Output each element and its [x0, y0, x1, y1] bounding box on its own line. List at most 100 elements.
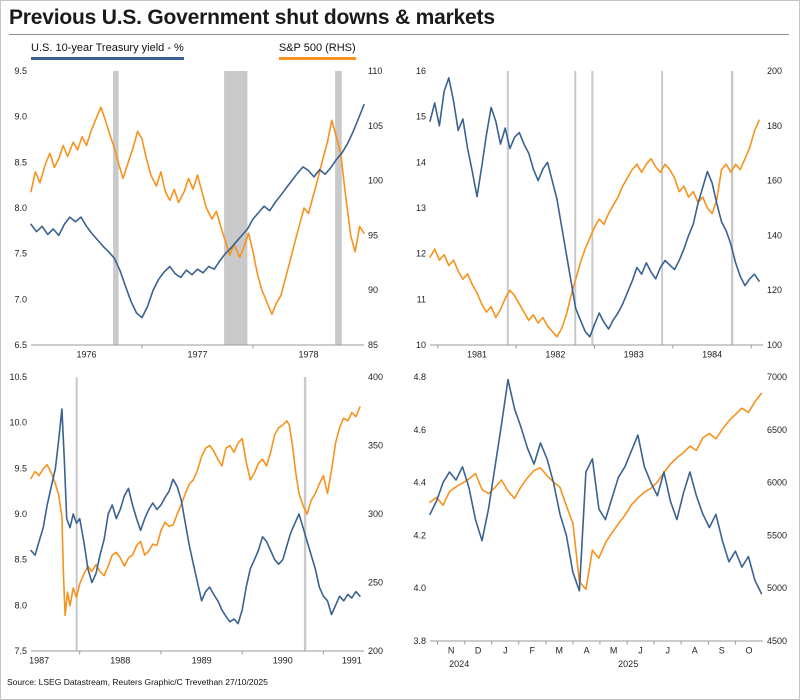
- shutdown-band: [574, 71, 577, 345]
- x-tick-label: 1981: [467, 350, 487, 360]
- left-tick-label: 4.8: [413, 372, 426, 382]
- right-tick-label: 140: [767, 230, 782, 240]
- sp500-line-swatch: [278, 57, 356, 60]
- x-tick-label: 1988: [110, 656, 130, 666]
- x-tick-label: J: [666, 646, 671, 656]
- right-tick-label: 6500: [767, 425, 787, 435]
- treasury-line-swatch: [31, 57, 184, 60]
- x-tick-label: J: [503, 646, 508, 656]
- shutdown-band: [224, 71, 248, 345]
- left-tick-label: 8.0: [14, 203, 27, 213]
- right-tick-label: 200: [368, 646, 383, 656]
- x-tick-label: D: [475, 646, 482, 656]
- left-tick-label: 9.5: [14, 463, 27, 473]
- x-tick-label: 1976: [76, 350, 96, 360]
- shutdown-band: [591, 71, 594, 345]
- chart-svg-1981-1984: 1981 1982 1983 1984 10 11 12 13 14 15 16 100 120 140 1…: [416, 66, 782, 360]
- left-tick-label: 4.6: [413, 425, 426, 435]
- legend-label-treasury: U.S. 10-year Treasury yield - %: [31, 42, 184, 54]
- right-tick-label: 350: [368, 441, 383, 451]
- shutdown-band: [113, 71, 119, 345]
- x-tick-label: 1978: [298, 350, 318, 360]
- shutdown-band: [730, 71, 734, 345]
- treasury-yield-line: [30, 103, 365, 319]
- shutdown-band: [661, 71, 664, 345]
- chart-svg-2024-2025: N D J F M A M J J A S O 2024 2025 3.8 4.0 4.2 4.4 4.6 4.8 45…: [413, 372, 787, 669]
- left-tick-label: 10.0: [9, 418, 27, 428]
- x-tick-label: A: [584, 646, 590, 656]
- right-tick-label: 100: [368, 176, 383, 186]
- shutdown-band: [335, 71, 342, 345]
- chart-grid: 1976 1977 1978 6.5 7.0 7.5 8.0 8.5 9.0 9.5 85 90 95 1…: [1, 62, 799, 674]
- right-tick-label: 90: [368, 285, 378, 295]
- right-tick-label: 120: [767, 285, 782, 295]
- header: Previous U.S. Government shut downs & ma…: [1, 1, 799, 35]
- right-tick-label: 180: [767, 121, 782, 131]
- x-tick-label: M: [556, 646, 564, 656]
- page-title: Previous U.S. Government shut downs & ma…: [9, 6, 495, 29]
- right-tick-label: 95: [368, 230, 378, 240]
- x-tick-label: 1977: [187, 350, 207, 360]
- left-tick-label: 9.5: [14, 66, 27, 76]
- x-tick-label: 1987: [29, 656, 49, 666]
- treasury-yield-line: [429, 378, 763, 595]
- sp500-line: [429, 392, 763, 591]
- legend: U.S. 10-year Treasury yield - % S&P 500 …: [1, 35, 799, 62]
- right-tick-label: 5500: [767, 530, 787, 540]
- right-tick-label: 7000: [767, 372, 787, 382]
- x-tick-label: O: [745, 646, 752, 656]
- legend-label-sp500: S&P 500 (RHS): [278, 42, 356, 54]
- x-tick-label: M: [610, 646, 618, 656]
- left-tick-label: 7.5: [14, 249, 27, 259]
- legend-item-sp500: S&P 500 (RHS): [278, 42, 356, 60]
- left-tick-label: 13: [416, 203, 426, 213]
- left-tick-label: 16: [416, 66, 426, 76]
- left-tick-label: 4.4: [413, 478, 426, 488]
- left-tick-label: 11: [417, 294, 426, 304]
- left-tick-label: 8.5: [14, 157, 27, 167]
- right-tick-label: 110: [368, 66, 382, 76]
- chart-panel-2024-2025: N D J F M A M J J A S O 2024 2025 3.8 4.0 4.2 4.4 4.6 4.8 45…: [400, 368, 799, 674]
- x-tick-label: 1990: [273, 656, 293, 666]
- x-year-label: 2025: [618, 659, 638, 669]
- title-divider: [9, 34, 789, 35]
- x-tick-label: 1991: [342, 656, 362, 666]
- left-tick-label: 10: [416, 340, 426, 350]
- left-tick-label: 4.0: [413, 583, 426, 593]
- x-tick-label: J: [638, 646, 643, 656]
- shutdown-band: [303, 377, 307, 651]
- left-tick-label: 6.5: [14, 340, 27, 350]
- left-tick-label: 14: [416, 157, 426, 167]
- sp500-line: [30, 106, 365, 316]
- x-tick-label: 1989: [192, 656, 212, 666]
- shutdown-band: [506, 71, 509, 345]
- right-tick-label: 100: [767, 340, 782, 350]
- right-tick-label: 5000: [767, 583, 787, 593]
- x-tick-label: 1983: [624, 350, 644, 360]
- x-tick-label: S: [719, 646, 725, 656]
- left-tick-label: 8.5: [14, 555, 27, 565]
- right-tick-label: 250: [368, 578, 383, 588]
- right-tick-label: 4500: [767, 636, 787, 646]
- left-tick-label: 9.0: [14, 509, 27, 519]
- chart-svg-1987-1991: 1987 1988 1989 1990 1991 7.5 8.0 8.5 9.0 9.5 10.0 1…: [9, 372, 383, 666]
- right-tick-label: 200: [767, 66, 782, 76]
- chart-panel-1981-1984: 1981 1982 1983 1984 10 11 12 13 14 15 16 100 120 140 1…: [400, 62, 799, 368]
- right-tick-label: 105: [368, 121, 383, 131]
- right-tick-label: 300: [368, 509, 383, 519]
- right-tick-label: 160: [767, 176, 782, 186]
- left-tick-label: 10.5: [9, 372, 27, 382]
- x-tick-label: 1982: [545, 350, 565, 360]
- source-note: Source: LSEG Datastream, Reuters Graphic…: [7, 677, 268, 687]
- right-tick-label: 6000: [767, 478, 787, 488]
- x-tick-label: N: [448, 646, 455, 656]
- left-tick-label: 9.0: [14, 112, 27, 122]
- right-tick-label: 400: [368, 372, 383, 382]
- treasury-yield-line: [30, 408, 361, 625]
- x-tick-label: A: [692, 646, 698, 656]
- shutdown-band: [75, 377, 78, 651]
- left-tick-label: 3.8: [413, 636, 426, 646]
- right-tick-label: 85: [368, 340, 378, 350]
- chart-svg-1976-1978: 1976 1977 1978 6.5 7.0 7.5 8.0 8.5 9.0 9.5 85 90 95 1…: [14, 66, 383, 360]
